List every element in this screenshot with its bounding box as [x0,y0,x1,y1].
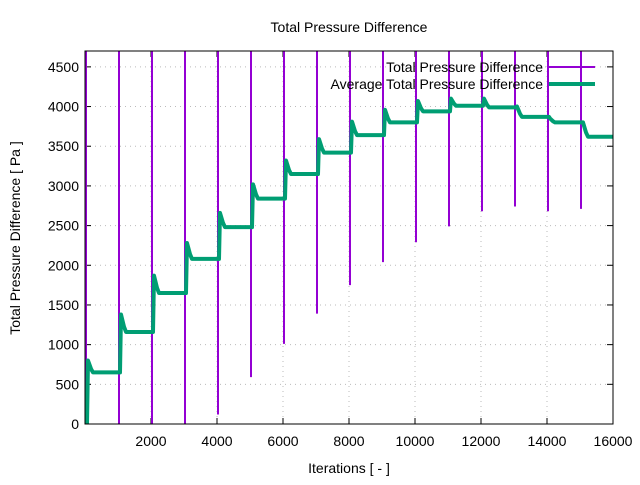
y-tick-label: 2000 [48,257,79,273]
x-tick-label: 14000 [528,433,567,449]
ticks: 0 500 1000 1500 2000 2500 3000 3500 4000 4500 2000… [48,51,633,449]
y-tick-label: 0 [71,416,79,432]
y-tick-label: 3000 [48,178,79,194]
legend: Total Pressure Difference Average Total … [331,59,595,92]
x-tick-label: 16000 [594,433,633,449]
legend-label-total: Total Pressure Difference [386,59,543,75]
y-tick-label: 4500 [48,59,79,75]
x-tick-label: 4000 [201,433,232,449]
plot-lines [85,51,613,425]
x-tick-label: 6000 [267,433,298,449]
y-tick-label: 1000 [48,337,79,353]
y-tick-label: 4000 [48,99,79,115]
y-tick-label: 3500 [48,138,79,154]
x-tick-label: 8000 [333,433,364,449]
plot-border [84,50,614,425]
x-axis-label: Iterations [ - ] [308,460,390,476]
y-tick-label: 500 [56,376,80,392]
x-tick-label: 12000 [462,433,501,449]
x-tick-label: 10000 [396,433,435,449]
x-tick-label: 2000 [135,433,166,449]
legend-label-average: Average Total Pressure Difference [331,76,544,92]
chart-title: Total Pressure Difference [271,19,428,35]
average-pressure-line [85,96,613,425]
y-tick-label: 2500 [48,218,79,234]
y-axis-label: Total Pressure Difference [ Pa ] [7,141,23,335]
y-tick-label: 1500 [48,297,79,313]
